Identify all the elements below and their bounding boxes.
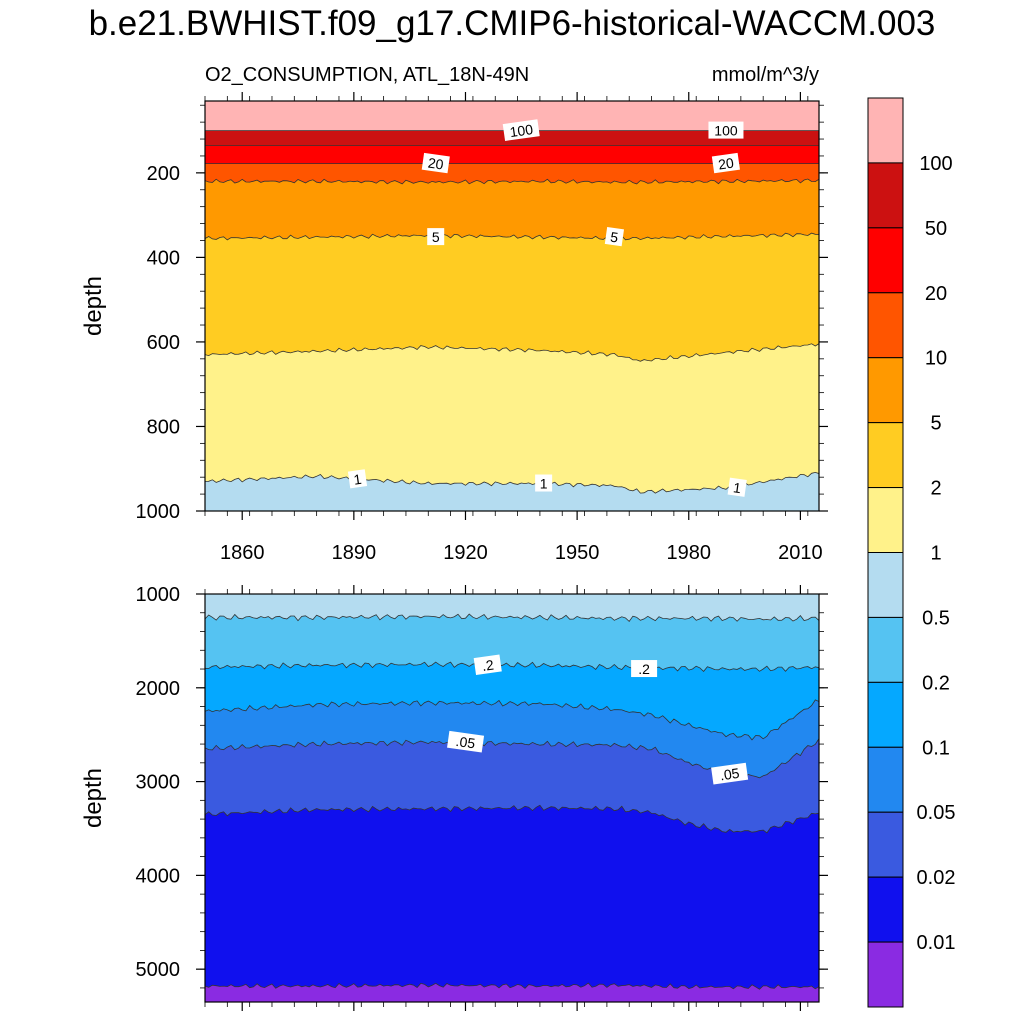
colorbar-label: 0.2 bbox=[922, 672, 950, 694]
colorbar-swatch bbox=[867, 681, 904, 748]
lower-contour-line bbox=[205, 804, 819, 834]
page-title: b.e21.BWHIST.f09_g17.CMIP6-historical-WA… bbox=[88, 4, 936, 43]
y-tick-label: 800 bbox=[147, 416, 180, 438]
colorbar-label: 1 bbox=[930, 543, 941, 565]
colorbar-label: 50 bbox=[925, 218, 947, 240]
colorbar-swatch bbox=[867, 811, 904, 878]
contour-label: .05 bbox=[711, 762, 749, 785]
colorbar-swatch bbox=[867, 746, 904, 813]
upper-y-axis-label: depth bbox=[80, 276, 107, 336]
x-tick-label: 1920 bbox=[443, 542, 488, 564]
contour-label-text: 1 bbox=[540, 476, 548, 492]
contour-label: .2 bbox=[631, 660, 658, 678]
contour-label: .2 bbox=[473, 654, 502, 676]
contour-label-text: .05 bbox=[455, 733, 477, 752]
lower-contour-line bbox=[205, 982, 819, 990]
x-tick-label: 1890 bbox=[332, 542, 377, 564]
contour-label-text: 1 bbox=[732, 479, 742, 496]
contour-label: 100 bbox=[708, 121, 744, 139]
contour-label-text: 20 bbox=[427, 155, 445, 173]
contour-label-text: 100 bbox=[509, 121, 535, 140]
lower-fill-band bbox=[205, 805, 819, 1002]
lower-contour-line bbox=[205, 613, 819, 623]
contour-label: 1 bbox=[727, 477, 747, 497]
contour-label: 1 bbox=[347, 469, 368, 489]
lower-panel: 1000 2000 3000 4000 5000 .2 .2 .05 .05 depth bbox=[80, 584, 828, 1011]
contour-label-text: 1 bbox=[353, 471, 363, 488]
upper-panel: 1860 1890 1920 1950 1980 2010 200 400 600 800 1000… bbox=[80, 92, 828, 564]
colorbar-swatch bbox=[867, 552, 904, 618]
colorbar-swatch bbox=[867, 162, 904, 229]
contour-label: 20 bbox=[421, 152, 450, 174]
y-tick-label: 200 bbox=[147, 163, 180, 185]
contour-label-text: 100 bbox=[714, 123, 738, 139]
colorbar-swatch bbox=[867, 357, 904, 424]
upper-contour-line bbox=[205, 471, 819, 494]
contour-label: 100 bbox=[502, 119, 540, 141]
colorbar-label: 0.05 bbox=[917, 802, 956, 824]
colorbar-swatch bbox=[867, 227, 904, 294]
colorbar-label: 5 bbox=[930, 413, 941, 435]
colorbar-label: 20 bbox=[925, 283, 947, 305]
y-tick-label: 400 bbox=[147, 247, 180, 269]
colorbar-label: 0.1 bbox=[922, 737, 950, 759]
contour-label: 5 bbox=[427, 228, 445, 246]
y-tick-label: 1000 bbox=[136, 584, 181, 606]
contour-label-text: .05 bbox=[719, 765, 741, 784]
x-tick-label: 1950 bbox=[555, 542, 600, 564]
upper-contour-line bbox=[205, 232, 819, 241]
colorbar-swatch bbox=[867, 487, 904, 554]
contour-label: 1 bbox=[535, 474, 553, 492]
y-tick-label: 2000 bbox=[136, 678, 181, 700]
lower-contour-line bbox=[205, 699, 819, 741]
lower-plot-frame bbox=[204, 593, 820, 1003]
x-tick-label: 1980 bbox=[667, 542, 712, 564]
colorbar-label: 0.02 bbox=[917, 867, 956, 889]
y-tick-label: 4000 bbox=[136, 865, 181, 887]
y-tick-label: 1000 bbox=[136, 501, 181, 523]
x-tick-label: 1860 bbox=[220, 542, 265, 564]
colorbar-label: 0.01 bbox=[917, 932, 956, 954]
upper-contour-line bbox=[205, 343, 819, 362]
contour-label: 5 bbox=[604, 227, 625, 247]
contour-label-text: 20 bbox=[717, 155, 735, 173]
colorbar-swatch bbox=[867, 292, 904, 359]
lower-y-axis-label: depth bbox=[80, 768, 107, 828]
colorbar-label: 2 bbox=[930, 478, 941, 500]
variable-subtitle: O2_CONSUMPTION, ATL_18N-49N bbox=[205, 64, 530, 86]
contour-label-text: 5 bbox=[432, 229, 440, 245]
contour-label-text: .2 bbox=[481, 657, 495, 674]
colorbar-swatch bbox=[867, 876, 904, 943]
y-tick-label: 5000 bbox=[136, 959, 181, 981]
upper-plot-frame bbox=[204, 100, 820, 512]
colorbar-swatch bbox=[867, 941, 904, 1008]
upper-contour-line bbox=[205, 178, 819, 185]
colorbar-swatch bbox=[867, 422, 904, 489]
contour-label: .05 bbox=[447, 730, 485, 753]
x-tick-label: 2010 bbox=[778, 542, 823, 564]
y-tick-label: 3000 bbox=[136, 772, 181, 794]
lower-contour-line bbox=[205, 661, 819, 672]
colorbar: 100 50 20 10 5 2 1 0.5 0.2 0.1 0.05 0.02 0.01 bbox=[867, 97, 956, 1008]
colorbar-swatch bbox=[867, 616, 904, 683]
units-subtitle: mmol/m^3/y bbox=[711, 64, 819, 86]
contour-label-text: 5 bbox=[609, 229, 619, 246]
contour-label-text: .2 bbox=[638, 661, 650, 677]
colorbar-label: 0.5 bbox=[922, 607, 950, 629]
upper-fill-band bbox=[205, 343, 819, 511]
contour-label: 20 bbox=[711, 152, 740, 174]
colorbar-swatch bbox=[867, 97, 904, 164]
colorbar-label: 100 bbox=[919, 153, 952, 175]
colorbar-label: 10 bbox=[925, 348, 947, 370]
y-tick-label: 600 bbox=[147, 332, 180, 354]
